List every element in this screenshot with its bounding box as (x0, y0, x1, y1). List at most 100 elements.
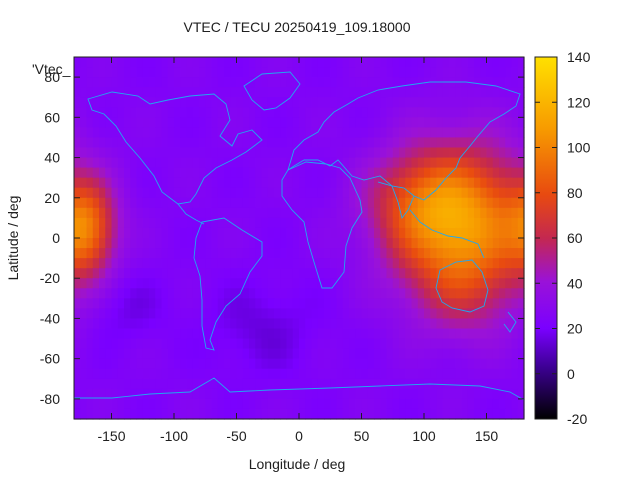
heatmap-cell (261, 167, 269, 179)
heatmap-cell (136, 187, 144, 199)
heatmap-cell (399, 368, 406, 380)
heatmap-cell (342, 328, 350, 340)
heatmap-cell (424, 157, 431, 169)
heatmap-cell (74, 137, 81, 149)
heatmap-cell (174, 288, 181, 299)
heatmap-cell (167, 207, 175, 219)
heatmap-cell (242, 268, 250, 279)
heatmap-cell (405, 177, 413, 189)
heatmap-cell (255, 358, 263, 370)
heatmap-cell (124, 388, 131, 400)
heatmap-cell (180, 328, 188, 340)
heatmap-cell (117, 187, 125, 199)
heatmap-cell (467, 107, 475, 118)
heatmap-cell (511, 127, 519, 139)
heatmap-cell (461, 147, 469, 159)
heatmap-cell (492, 127, 500, 139)
heatmap-cell (436, 207, 444, 219)
heatmap-cell (261, 318, 269, 330)
heatmap-cell (411, 238, 419, 249)
heatmap-cell (267, 408, 275, 420)
heatmap-cell (230, 338, 238, 350)
heatmap-cell (174, 398, 181, 410)
heatmap-cell (99, 298, 106, 309)
heatmap-cell (105, 408, 113, 420)
heatmap-cell (436, 278, 444, 289)
heatmap-cell (99, 187, 106, 199)
heatmap-cell (342, 57, 350, 68)
heatmap-cell (324, 97, 331, 108)
heatmap-cell (117, 408, 125, 420)
heatmap-cell (105, 87, 113, 98)
heatmap-cell (299, 338, 306, 350)
heatmap-cell (367, 137, 375, 149)
heatmap-cell (155, 388, 163, 400)
heatmap-cell (405, 328, 413, 340)
heatmap-cell (517, 77, 525, 88)
heatmap-cell (511, 278, 519, 289)
heatmap-cell (261, 408, 269, 420)
heatmap-cell (174, 137, 181, 149)
heatmap-cell (292, 358, 300, 370)
heatmap-cell (274, 167, 281, 179)
heatmap-cell (330, 288, 338, 299)
heatmap-cell (505, 368, 513, 380)
heatmap-cell (167, 87, 175, 98)
heatmap-cell (274, 328, 281, 340)
heatmap-cell (392, 187, 400, 199)
heatmap-cell (267, 147, 275, 159)
heatmap-cell (186, 308, 194, 320)
heatmap-cell (286, 338, 294, 350)
heatmap-cell (217, 328, 225, 340)
heatmap-cell (317, 157, 325, 169)
heatmap-cell (449, 187, 456, 199)
heatmap-cell (311, 288, 319, 299)
heatmap-cell (442, 67, 450, 78)
heatmap-cell (224, 167, 231, 179)
heatmap-cell (130, 328, 138, 340)
heatmap-cell (486, 137, 494, 149)
heatmap-cell (380, 268, 388, 279)
heatmap-cell (211, 318, 219, 330)
heatmap-cell (211, 238, 219, 249)
heatmap-cell (311, 137, 319, 149)
heatmap-cell (511, 368, 519, 380)
heatmap-cell (105, 117, 113, 128)
heatmap-cell (186, 398, 194, 410)
heatmap-cell (136, 177, 144, 189)
heatmap-cell (142, 248, 150, 259)
heatmap-cell (74, 238, 81, 249)
heatmap-cell (136, 87, 144, 98)
heatmap-cell (367, 388, 375, 400)
heatmap-cell (292, 398, 300, 410)
heatmap-cell (430, 318, 438, 330)
heatmap-cell (299, 348, 306, 360)
heatmap-cell (349, 217, 356, 229)
heatmap-cell (492, 408, 500, 420)
heatmap-cell (386, 177, 394, 189)
heatmap-cell (217, 147, 225, 159)
heatmap-cell (205, 57, 213, 68)
heatmap-cell (174, 368, 181, 380)
heatmap-cell (380, 107, 388, 118)
x-axis-ticks: -150 -100 -50 0 50 100 150 (97, 57, 498, 444)
heatmap-cell (217, 157, 225, 169)
heatmap-cell (199, 167, 206, 179)
heatmap-cell (461, 177, 469, 189)
heatmap-cell (517, 127, 525, 139)
heatmap-cell (242, 117, 250, 128)
heatmap-cell (474, 278, 481, 289)
heatmap-cell (217, 187, 225, 199)
heatmap-cell (236, 348, 244, 360)
heatmap-cell (86, 197, 94, 209)
heatmap-cell (149, 328, 156, 340)
heatmap-cell (417, 248, 425, 259)
heatmap-cell (499, 127, 506, 139)
heatmap-cell (386, 147, 394, 159)
heatmap-cell (142, 278, 150, 289)
heatmap-cell (455, 258, 463, 269)
heatmap-cell (224, 177, 231, 189)
heatmap-cell (511, 227, 519, 239)
heatmap-cell (274, 87, 281, 98)
heatmap-cell (155, 167, 163, 179)
